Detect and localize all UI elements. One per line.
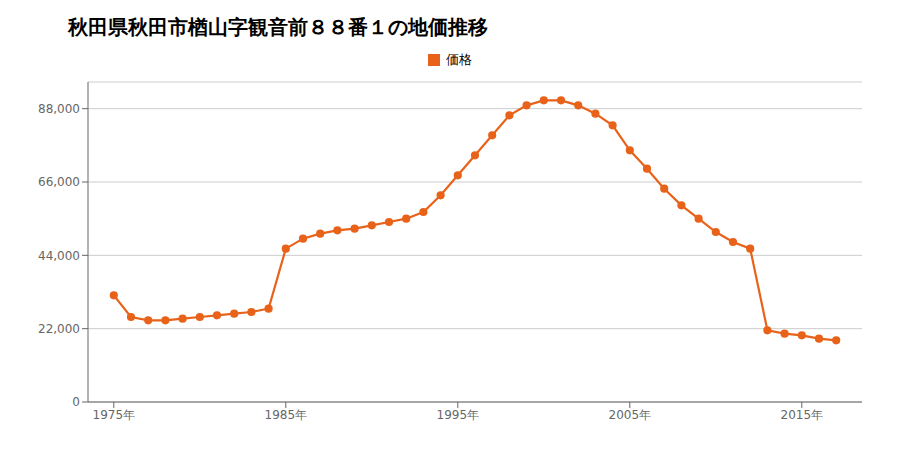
html-text:価格: 価格: [446, 52, 472, 67]
svg-text:1975年: 1975年: [93, 408, 136, 422]
svg-text:22,000: 22,000: [38, 322, 80, 336]
svg-text:2015年: 2015年: [781, 408, 824, 422]
svg-text:44,000: 44,000: [38, 249, 80, 263]
svg-text:66,000: 66,000: [38, 175, 80, 189]
svg-text:2005年: 2005年: [609, 408, 652, 422]
svg-text:1985年: 1985年: [265, 408, 308, 422]
svg-text:1995年: 1995年: [437, 408, 480, 422]
svg-text:0: 0: [72, 395, 80, 409]
html-text:秋田県秋田市楢山字観音前８８番１の地価推移: 秋田県秋田市楢山字観音前８８番１の地価推移: [68, 15, 488, 39]
svg-text:88,000: 88,000: [38, 102, 80, 116]
